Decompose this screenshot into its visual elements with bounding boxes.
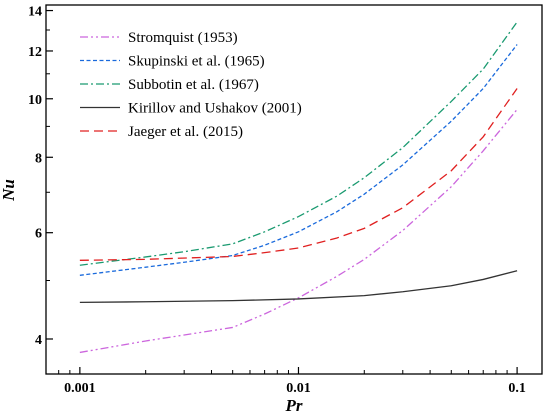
series-line-jaeger-et-al-2015	[79, 88, 518, 261]
series-line-subbotin-et-al-1967	[79, 21, 518, 266]
legend-label-stromquist-1953: Stromquist (1953)	[128, 30, 238, 46]
lines-layer	[79, 21, 518, 354]
y-tick-label: 6	[35, 227, 42, 242]
legend-label-jaeger-et-al-2015: Jaeger et al. (2015)	[128, 124, 243, 140]
legend: Stromquist (1953) Skupinski et al. (1965)…	[80, 30, 302, 140]
legend-label-kirillov-and-ushakov-2001: Kirillov and Ushakov (2001)	[128, 101, 302, 117]
series-line-kirillov-and-ushakov-2001	[79, 270, 518, 303]
y-tick-label: 12	[28, 45, 42, 60]
axis-ticks: 0.001 0.01 0.1 4 6 8 10 12 14	[28, 5, 526, 396]
x-tick-label: 0.001	[64, 381, 96, 396]
y-tick-label: 14	[28, 5, 42, 20]
legend-label-subbotin-et-al-1967: Subbotin et al. (1967)	[128, 77, 259, 93]
y-tick-label: 4	[35, 333, 42, 348]
series-line-skupinski-et-al-1965	[79, 44, 518, 276]
series-line-stromquist-1953	[79, 109, 518, 354]
plot-frame	[45, 4, 543, 375]
legend-label-skupinski-et-al-1965: Skupinski et al. (1965)	[128, 54, 265, 70]
y-tick-label: 8	[35, 151, 42, 166]
y-axis-title: Nu	[0, 179, 18, 202]
x-axis-title: Pr	[285, 396, 303, 415]
x-tick-label: 0.01	[286, 381, 311, 396]
x-tick-label: 0.1	[508, 381, 526, 396]
y-tick-label: 10	[28, 93, 42, 108]
